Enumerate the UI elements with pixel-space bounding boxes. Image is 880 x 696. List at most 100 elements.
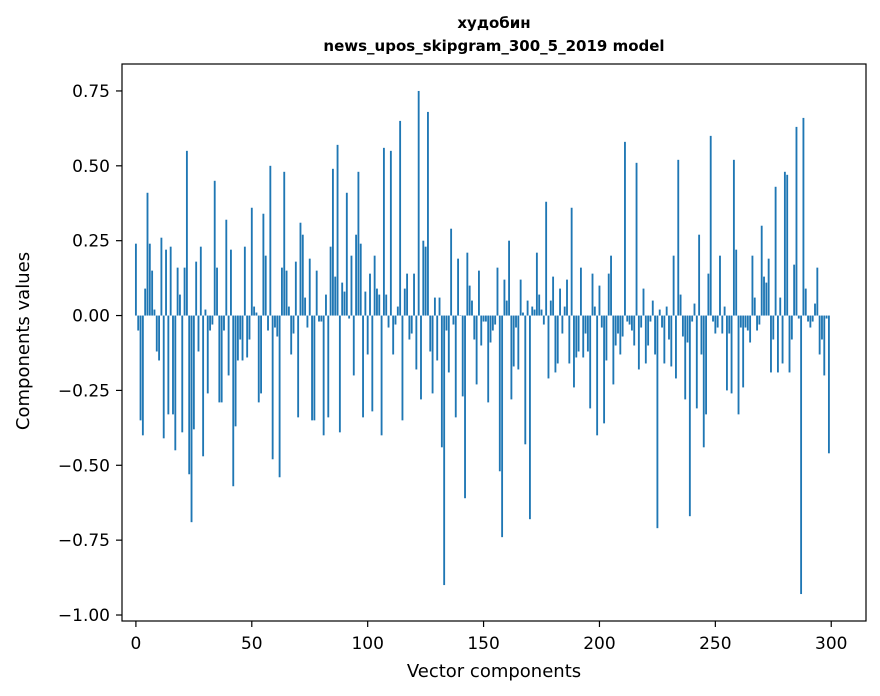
- bar: [561, 315, 564, 334]
- bar: [262, 213, 265, 316]
- bar: [582, 315, 585, 358]
- bar: [596, 315, 599, 436]
- bar: [369, 273, 371, 316]
- bar: [429, 315, 432, 352]
- bar: [570, 207, 573, 316]
- bar: [243, 246, 246, 316]
- bar: [758, 315, 761, 325]
- bar: [739, 315, 742, 328]
- bar: [468, 285, 471, 316]
- bar: [325, 294, 327, 316]
- bar: [524, 315, 527, 445]
- bar: [651, 300, 654, 316]
- bar: [719, 255, 721, 316]
- bar: [431, 315, 434, 394]
- bar: [413, 273, 415, 316]
- y-axis-label: Components values: [13, 252, 34, 430]
- bar: [162, 315, 165, 439]
- bar: [742, 315, 745, 388]
- bar: [246, 315, 249, 358]
- bar: [672, 255, 675, 316]
- bar: [257, 315, 260, 403]
- bar: [603, 315, 606, 424]
- bar: [658, 309, 661, 316]
- bar: [528, 315, 531, 520]
- bar: [223, 315, 225, 331]
- bar: [767, 258, 770, 316]
- bar: [654, 315, 657, 355]
- y-tick-label: −0.50: [58, 456, 110, 476]
- bar: [148, 243, 151, 316]
- bar: [438, 297, 441, 316]
- bar: [297, 315, 300, 418]
- bar: [204, 309, 207, 316]
- bar: [593, 306, 596, 316]
- bar: [510, 315, 513, 400]
- bar: [563, 306, 566, 316]
- bar: [158, 315, 161, 361]
- bar: [589, 315, 592, 409]
- bar: [230, 249, 232, 316]
- bar: [172, 315, 174, 415]
- bar: [403, 288, 406, 316]
- bar: [188, 315, 191, 475]
- bar: [457, 258, 460, 316]
- bar: [450, 228, 453, 316]
- bar: [376, 288, 378, 316]
- bar: [320, 315, 323, 322]
- bar: [621, 315, 624, 337]
- bar: [577, 315, 580, 352]
- bar: [656, 315, 659, 529]
- bar: [343, 291, 346, 316]
- bar: [716, 315, 719, 328]
- bar: [610, 255, 612, 316]
- bar: [292, 315, 295, 334]
- bar: [271, 315, 274, 460]
- bar: [628, 315, 631, 325]
- bar: [466, 252, 469, 316]
- bar: [478, 270, 480, 316]
- bar: [213, 180, 216, 316]
- bar: [299, 222, 302, 316]
- bar: [617, 315, 619, 334]
- bar: [165, 249, 167, 316]
- bar: [795, 126, 798, 316]
- bar: [776, 315, 779, 373]
- bar: [670, 315, 673, 367]
- bar: [818, 315, 821, 355]
- bar: [436, 315, 439, 361]
- bar: [821, 315, 823, 340]
- y-axis-ticks: 0.75 0.50 0.25 0.00 −0.25 −0.50 −0.75 −1.00: [58, 82, 122, 626]
- bar: [417, 90, 420, 316]
- bar: [702, 315, 705, 448]
- bar: [401, 315, 404, 421]
- y-tick-label: −0.75: [58, 531, 110, 551]
- bar: [827, 315, 830, 454]
- bar: [753, 297, 756, 316]
- bar: [786, 174, 789, 316]
- y-tick-label: −0.25: [58, 381, 110, 401]
- bar: [579, 267, 582, 316]
- bar: [461, 315, 464, 397]
- bar: [584, 315, 587, 334]
- bar: [250, 207, 253, 316]
- bar: [139, 315, 142, 421]
- bar: [549, 300, 552, 316]
- bar: [482, 315, 485, 322]
- bar: [505, 300, 508, 316]
- bar: [751, 255, 754, 316]
- bar: [239, 315, 242, 340]
- bar: [779, 297, 782, 316]
- x-tick-label: 200: [583, 634, 615, 654]
- bar: [540, 309, 543, 316]
- bar: [698, 234, 701, 316]
- y-tick-label: 0.25: [72, 232, 110, 252]
- bar: [440, 315, 443, 448]
- bar: [331, 168, 334, 316]
- bar: [568, 315, 571, 364]
- bar: [783, 171, 786, 316]
- bar: [554, 315, 557, 373]
- bar: [556, 315, 559, 364]
- bar: [160, 237, 163, 316]
